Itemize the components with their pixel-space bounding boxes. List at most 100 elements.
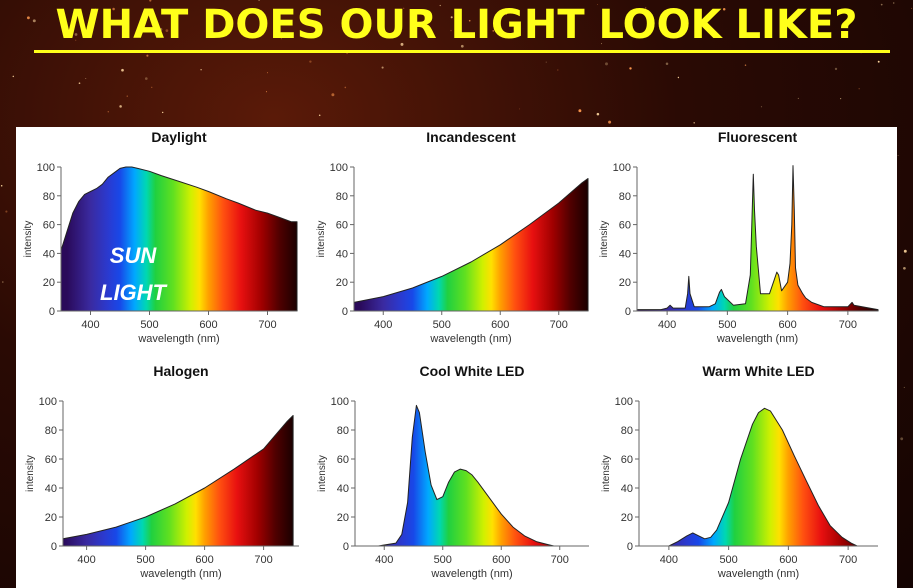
star	[760, 106, 763, 108]
star	[439, 4, 441, 7]
y-axis-label: intensity	[601, 455, 612, 492]
chart-halogen: Halogen 0 20 40 60 80 100 400 500 600 700 wavelengt…	[25, 363, 299, 580]
star	[149, 0, 152, 2]
y-axis-label: intensity	[25, 455, 36, 492]
star	[94, 8, 96, 10]
star	[605, 62, 608, 66]
spectrum-area	[60, 166, 298, 312]
x-tick-label: 700	[254, 554, 272, 566]
star	[145, 77, 148, 80]
star	[309, 60, 312, 63]
star	[880, 3, 883, 6]
chart-title: Incandescent	[426, 129, 516, 145]
star	[877, 60, 880, 63]
star	[596, 112, 600, 116]
star	[450, 29, 452, 32]
star	[519, 108, 521, 110]
star	[849, 18, 853, 22]
y-tick-label: 80	[619, 191, 631, 203]
page-title: WHAT DOES OUR LIGHT LOOK LIKE?	[55, 2, 858, 48]
x-tick-label: 500	[719, 554, 737, 566]
star	[280, 38, 282, 40]
star	[900, 437, 904, 441]
chart-incandescent: Incandescent 0 20 40 60 80 100 400 500 600 700 wave…	[316, 129, 589, 345]
spectrum-area	[668, 407, 858, 547]
star	[460, 44, 464, 48]
star	[85, 78, 87, 80]
star	[161, 111, 164, 114]
star	[903, 266, 906, 270]
chart-title: Cool White LED	[420, 363, 525, 379]
y-tick-label: 60	[336, 220, 348, 232]
x-axis-label: wavelength (nm)	[137, 333, 219, 345]
spectrum-area	[377, 404, 555, 547]
y-tick-label: 40	[619, 248, 631, 260]
star	[26, 16, 30, 20]
star	[557, 69, 559, 71]
y-tick-label: 40	[621, 483, 633, 495]
star	[1, 281, 4, 283]
star	[420, 10, 424, 13]
star	[893, 2, 895, 4]
star	[597, 4, 598, 5]
star	[403, 7, 405, 9]
y-tick-label: 20	[45, 512, 57, 524]
y-tick-label: 100	[613, 162, 631, 174]
x-tick-label: 700	[839, 554, 857, 566]
star	[107, 110, 110, 113]
sun-light-label-line2: LIGHT	[100, 280, 168, 305]
y-tick-label: 20	[43, 277, 55, 289]
star	[911, 7, 913, 9]
sun-light-label-line1: SUN	[110, 243, 158, 268]
star	[121, 68, 124, 72]
star	[858, 87, 860, 90]
chart-title: Halogen	[153, 363, 208, 379]
x-axis-label: wavelength (nm)	[139, 568, 221, 580]
star	[12, 75, 15, 78]
y-axis-label: intensity	[316, 221, 327, 258]
y-tick-label: 100	[615, 396, 633, 408]
star	[78, 82, 81, 85]
x-tick-label: 400	[375, 554, 393, 566]
y-tick-label: 80	[337, 425, 349, 437]
spectrum-area	[353, 178, 589, 312]
star	[151, 86, 153, 88]
star	[722, 8, 726, 11]
star	[32, 19, 36, 23]
x-tick-label: 600	[199, 319, 217, 331]
x-tick-label: 700	[258, 319, 276, 331]
y-tick-label: 100	[330, 162, 348, 174]
y-tick-label: 20	[337, 512, 349, 524]
x-axis-label: wavelength (nm)	[429, 333, 511, 345]
y-axis-label: intensity	[317, 455, 328, 492]
spectra-panel: Daylight 0 20 40 60 80 100 400 500 600 700 waveleng…	[16, 127, 897, 588]
star	[505, 13, 508, 15]
x-axis-label: wavelength (nm)	[717, 568, 799, 580]
y-tick-label: 80	[336, 191, 348, 203]
y-tick-label: 0	[625, 306, 631, 318]
x-axis-label: wavelength (nm)	[716, 333, 798, 345]
y-tick-label: 0	[343, 541, 349, 553]
star	[601, 43, 602, 45]
star	[450, 16, 453, 19]
star	[645, 7, 647, 9]
star	[744, 64, 747, 66]
y-tick-label: 100	[37, 162, 55, 174]
y-tick-label: 40	[336, 248, 348, 260]
x-tick-label: 400	[660, 554, 678, 566]
x-tick-label: 500	[140, 319, 158, 331]
x-tick-label: 400	[81, 319, 99, 331]
star	[119, 105, 122, 108]
x-tick-label: 700	[550, 319, 568, 331]
y-tick-label: 60	[619, 220, 631, 232]
y-tick-label: 60	[621, 454, 633, 466]
y-tick-label: 40	[43, 248, 55, 260]
y-axis-label: intensity	[599, 221, 610, 258]
y-tick-label: 60	[43, 220, 55, 232]
spectrum-area	[636, 165, 879, 312]
star	[266, 72, 269, 74]
star	[81, 27, 84, 29]
star	[265, 91, 268, 93]
y-tick-label: 0	[49, 306, 55, 318]
